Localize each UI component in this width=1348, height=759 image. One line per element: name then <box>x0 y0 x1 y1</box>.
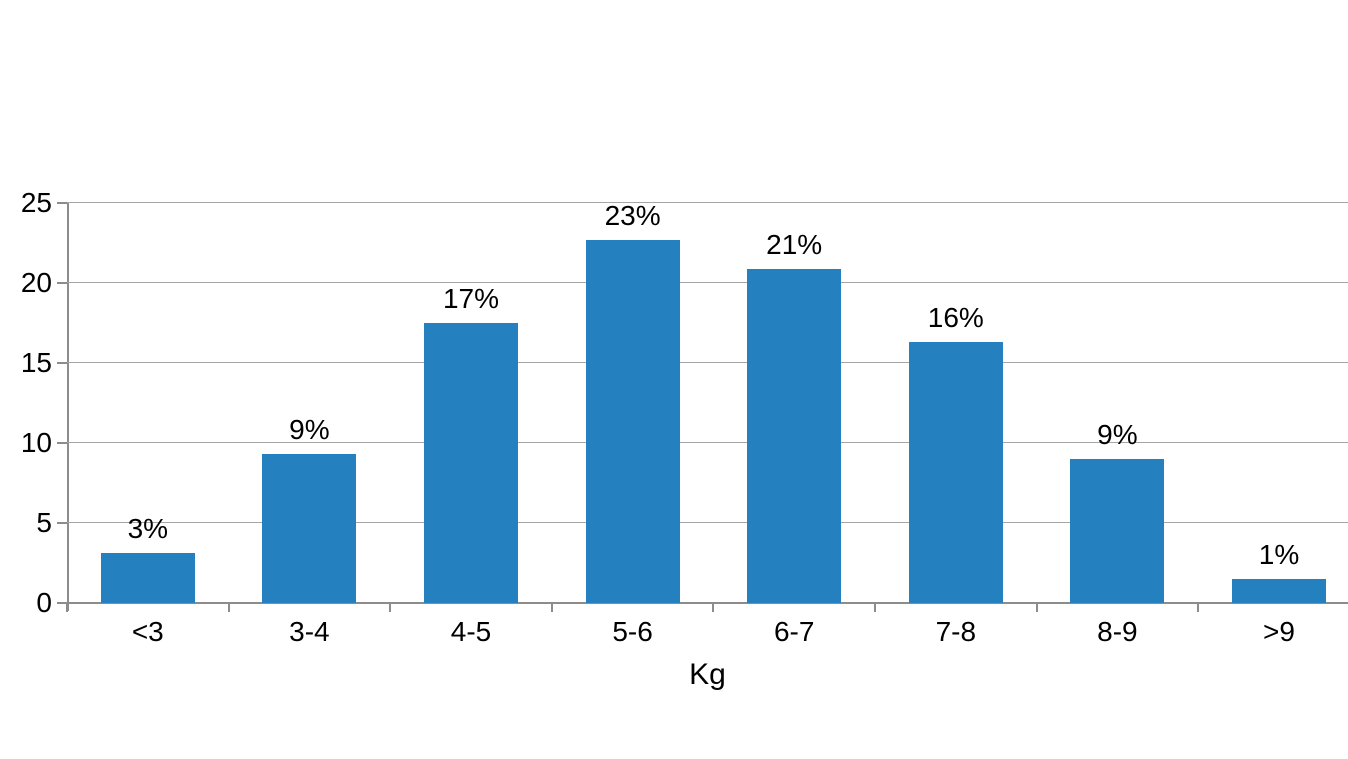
x-axis-line <box>67 602 1348 604</box>
y-axis-line <box>67 203 69 611</box>
x-axis-tick-label: 8-9 <box>1097 616 1138 647</box>
gridline <box>67 522 1348 523</box>
y-axis-tick <box>57 602 67 604</box>
x-axis-tick <box>712 603 715 612</box>
x-axis-tick <box>874 603 876 612</box>
gridline <box>67 442 1348 443</box>
bar-value-label: 23% <box>604 199 661 231</box>
bar <box>100 553 195 603</box>
gridline <box>67 362 1348 363</box>
bar-value-label: 17% <box>442 283 499 314</box>
bar-value-label: 21% <box>766 228 823 260</box>
bar-value-label: 3% <box>127 513 169 545</box>
x-axis-tick <box>389 603 392 612</box>
x-axis-tick-label: 4-5 <box>450 616 492 647</box>
x-axis-tick <box>227 603 230 612</box>
y-axis-tick-label: 0 <box>36 587 52 618</box>
bar-value-label: 16% <box>927 302 984 334</box>
x-axis-tick <box>550 603 553 612</box>
bar-value-label: 9% <box>289 414 330 446</box>
plot-area: 3% <3 9% 3-4 17% 4-5 23% 5-6 21% 6-7 16% 7-8 9% 8-9 1%… <box>66 199 1348 691</box>
x-axis-tick-label: 5-6 <box>612 616 653 647</box>
bar <box>585 239 680 603</box>
bar <box>908 342 1003 603</box>
y-axis-tick-label: 10 <box>20 427 52 458</box>
y-axis-tick <box>57 362 67 364</box>
y-axis-tick <box>57 442 67 444</box>
x-axis-tick-label: 7-8 <box>935 616 977 647</box>
y-axis-tick-label: 5 <box>36 507 52 538</box>
y-axis-tick-label: 15 <box>20 347 52 378</box>
bar-value-label: 1% <box>1258 539 1300 570</box>
bar <box>262 454 357 603</box>
y-axis-tick <box>57 202 67 204</box>
y-axis-tick <box>57 522 67 524</box>
x-axis-tick <box>1035 603 1038 612</box>
y-axis-tick-label: 20 <box>20 267 52 298</box>
x-axis-title: Kg <box>689 658 726 691</box>
gridline <box>67 202 1348 203</box>
x-axis-tick-label: <3 <box>131 616 164 647</box>
x-axis-tick-label: >9 <box>1263 616 1295 647</box>
x-axis-tick-label: 3-4 <box>289 616 330 647</box>
y-axis-tick-label: 25 <box>20 187 52 218</box>
bar <box>424 323 518 603</box>
y-axis-tick <box>57 282 67 284</box>
bar <box>747 268 842 603</box>
x-axis-tick <box>1197 603 1200 612</box>
x-axis-tick <box>66 603 68 612</box>
bar <box>1232 579 1326 603</box>
bar-value-label: 9% <box>1097 419 1138 450</box>
bar <box>1070 459 1165 603</box>
x-axis-tick-label: 6-7 <box>773 616 815 647</box>
gridline <box>67 282 1348 283</box>
